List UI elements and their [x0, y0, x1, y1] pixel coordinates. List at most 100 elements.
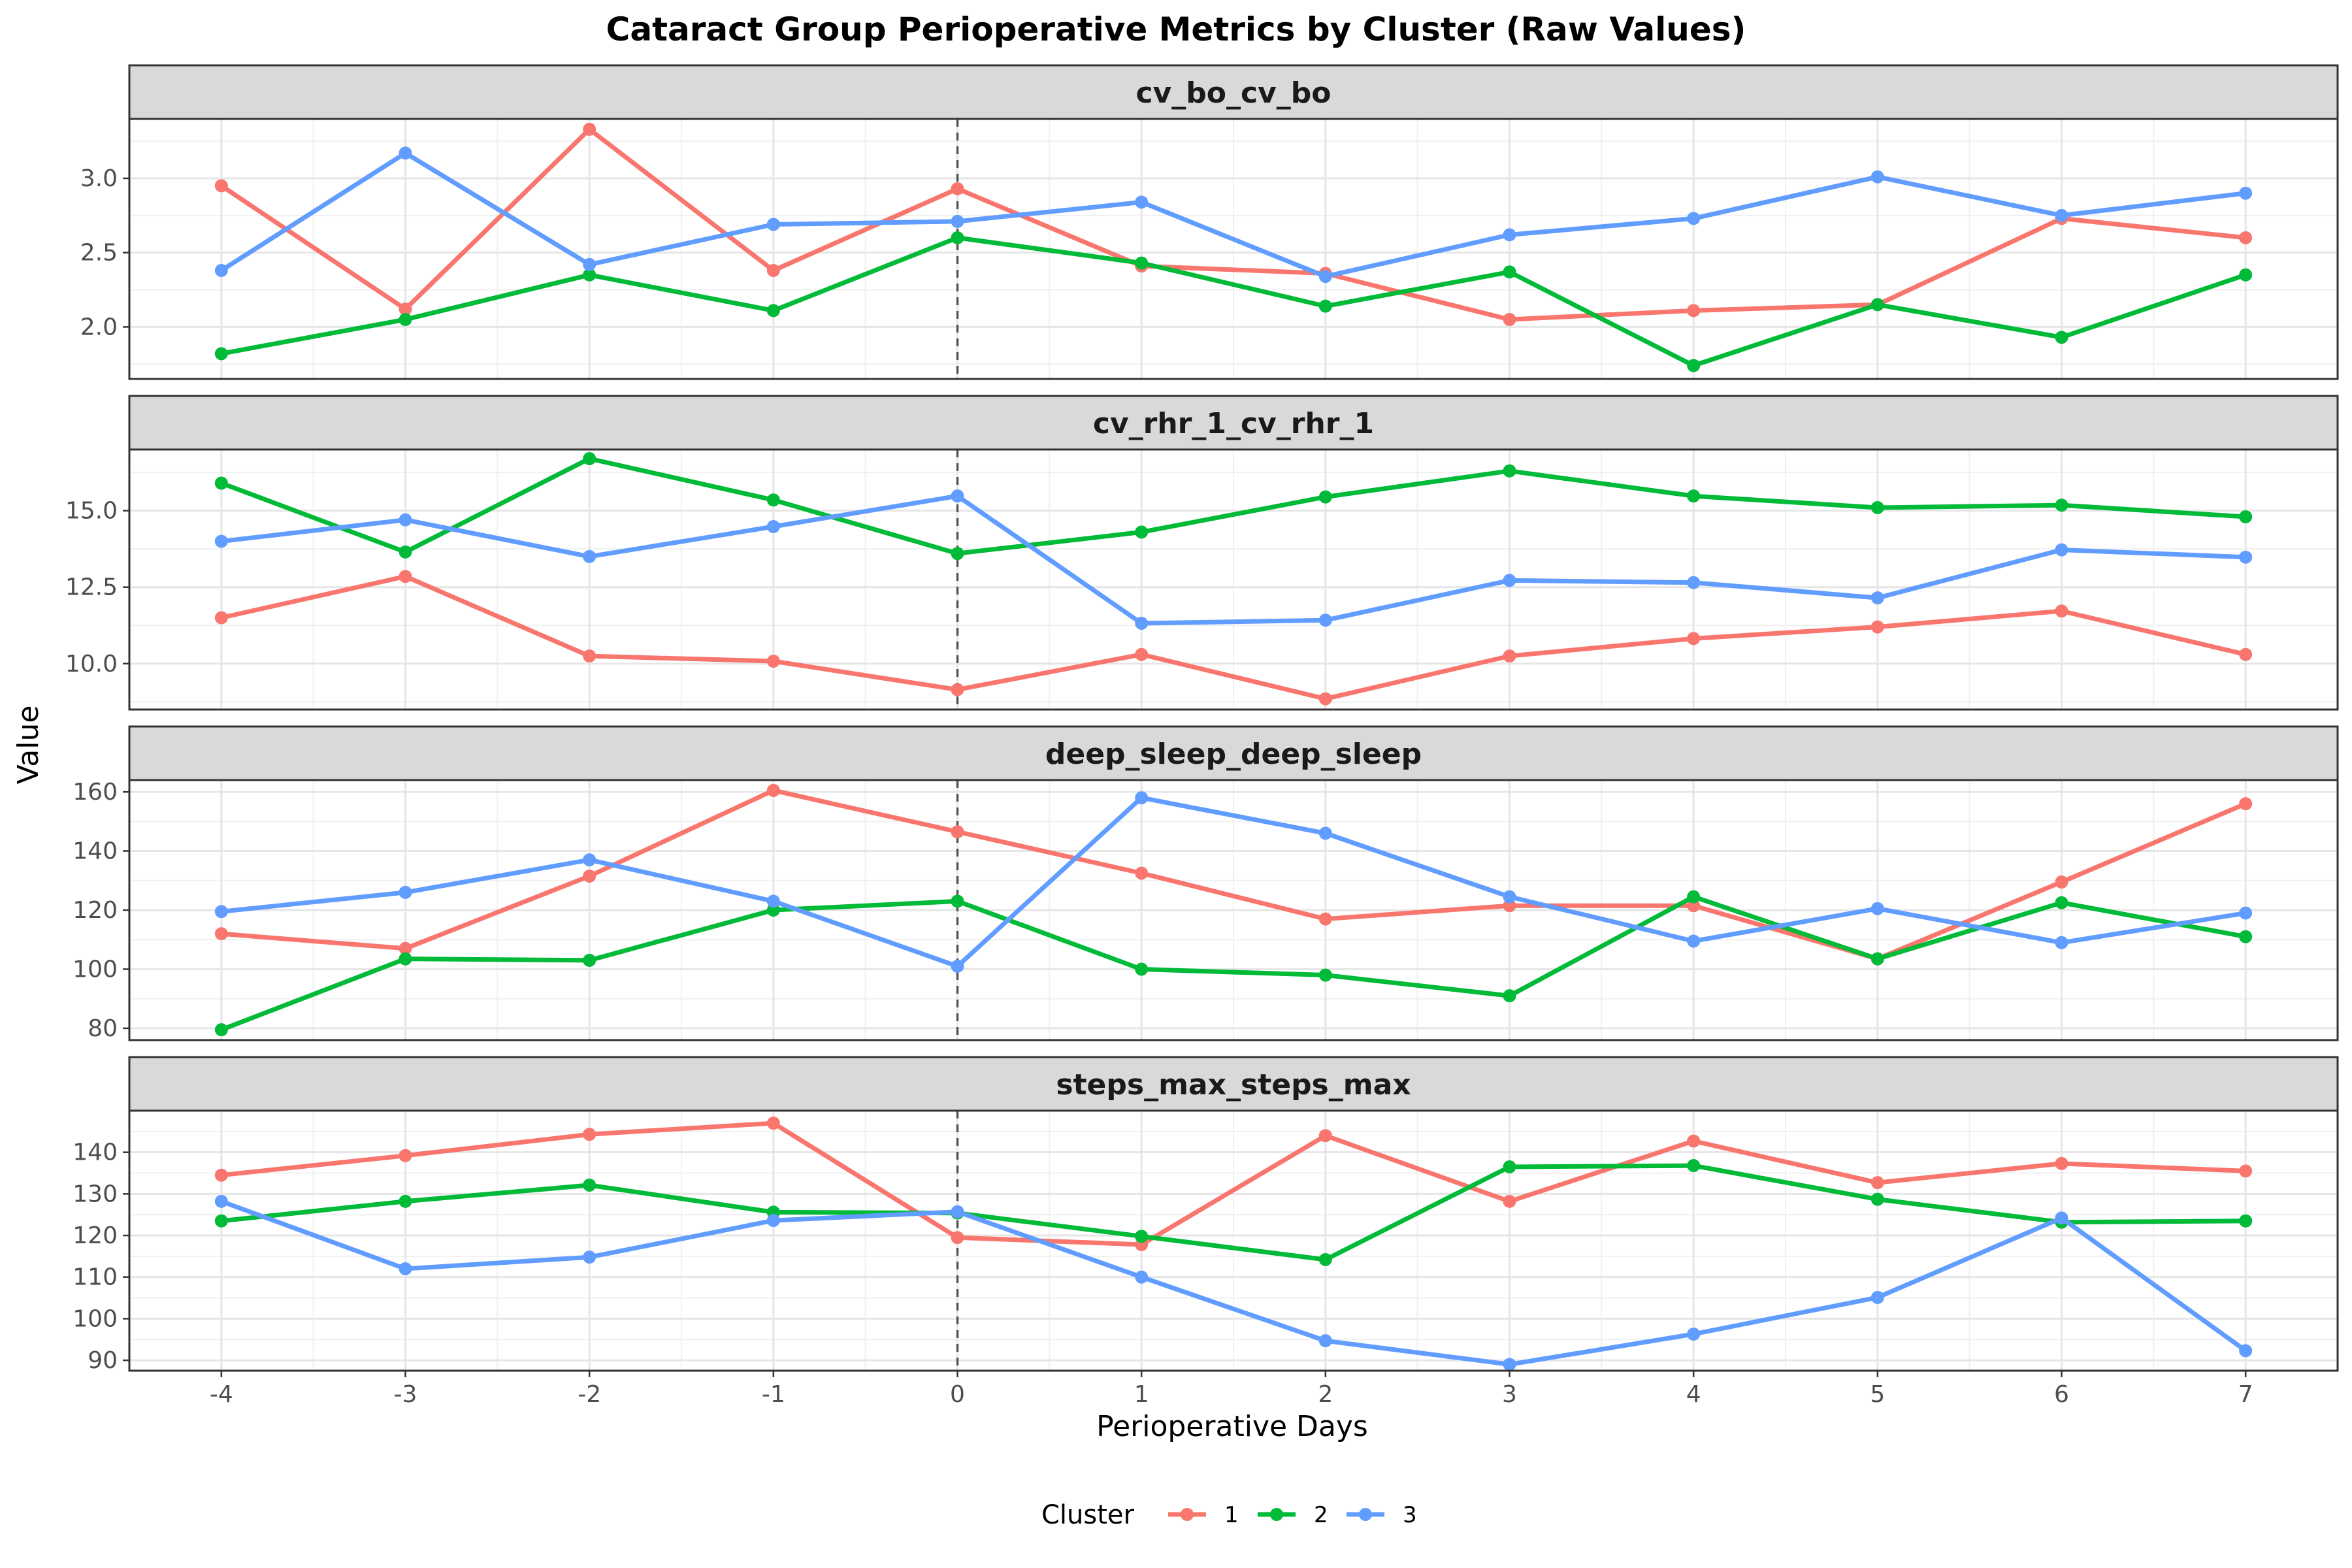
data-point	[766, 304, 780, 318]
data-point	[1870, 902, 1884, 915]
y-tick-label: 160	[73, 779, 118, 806]
data-point	[1870, 298, 1884, 312]
legend-label-cluster-1: 1	[1224, 1502, 1239, 1528]
facet-strip-label: deep_sleep_deep_sleep	[1045, 738, 1422, 771]
data-point	[2055, 543, 2068, 557]
data-point	[399, 1262, 412, 1275]
data-point	[951, 1205, 964, 1218]
data-point	[2239, 510, 2253, 524]
facet-strip-label: steps_max_steps_max	[1056, 1068, 1411, 1102]
data-point	[951, 231, 964, 244]
data-point	[766, 218, 780, 231]
x-tick-label: 0	[950, 1381, 965, 1408]
data-point	[214, 611, 228, 625]
series-line-cluster-2	[219, 456, 2248, 556]
data-point	[1687, 304, 1701, 318]
data-point	[951, 1231, 964, 1245]
data-point	[1318, 1252, 1332, 1266]
series-line-cluster-3	[219, 150, 2248, 279]
data-point	[2239, 231, 2253, 244]
data-point	[1503, 890, 1516, 904]
x-tick-label: -3	[394, 1381, 417, 1408]
data-point	[2055, 604, 2068, 618]
data-point	[2055, 1156, 2068, 1170]
data-point	[1135, 1270, 1149, 1284]
legend: Cluster 1 2 3	[1041, 1500, 1417, 1530]
data-point	[766, 783, 780, 797]
legend-key-point	[1270, 1508, 1283, 1521]
legend-key-point	[1181, 1508, 1194, 1521]
data-point	[1318, 270, 1332, 284]
data-point	[214, 179, 228, 193]
data-point	[1687, 1327, 1701, 1341]
y-tick-label: 10.0	[65, 651, 118, 678]
data-point	[399, 146, 412, 160]
data-point	[583, 1178, 596, 1192]
data-point	[214, 1214, 228, 1228]
facet-panel: cv_rhr_1_cv_rhr_1 10.0 12.5 15.0	[65, 395, 2339, 711]
data-point	[1687, 632, 1701, 645]
data-point	[951, 214, 964, 228]
data-point	[214, 1194, 228, 1208]
data-point	[214, 347, 228, 361]
data-point	[1503, 574, 1516, 587]
data-point	[951, 825, 964, 839]
facet-panel: steps_max_steps_max 90 100 110 120 130 140	[73, 1056, 2339, 1374]
data-point	[1318, 1334, 1332, 1348]
data-point	[214, 927, 228, 941]
data-point	[1318, 490, 1332, 504]
y-tick-label: 140	[73, 838, 118, 865]
data-point	[1135, 791, 1149, 805]
data-point	[2239, 1344, 2253, 1358]
data-point	[1503, 1194, 1516, 1208]
data-point	[1870, 170, 1884, 184]
data-point	[399, 570, 412, 583]
panel-border	[128, 118, 2339, 380]
x-axis-title: Perioperative Days	[1096, 1410, 1368, 1443]
data-point	[399, 313, 412, 327]
series-line-cluster-3	[219, 795, 2248, 969]
facet-strip	[128, 395, 2339, 451]
data-point	[583, 869, 596, 883]
data-point	[1870, 620, 1884, 634]
data-point	[1503, 313, 1516, 327]
facet-panels: cv_bo_cv_bo 2.0 2.5 3.0 cv_rhr_1_cv_rhr_1 10.…	[65, 64, 2339, 1374]
y-tick-label: 100	[73, 1305, 118, 1332]
x-tick-label: 5	[1870, 1381, 1885, 1408]
series-line-cluster-3	[219, 493, 2248, 626]
data-point	[399, 1149, 412, 1162]
data-point	[951, 683, 964, 696]
facet-strip-label: cv_rhr_1_cv_rhr_1	[1093, 407, 1374, 440]
data-point	[1687, 359, 1701, 372]
data-point	[766, 655, 780, 668]
data-point	[2055, 1211, 2068, 1225]
facet-panel: cv_bo_cv_bo 2.0 2.5 3.0	[80, 64, 2339, 380]
data-point	[583, 268, 596, 282]
chart-title: Cataract Group Perioperative Metrics by …	[606, 10, 1746, 48]
data-point	[1135, 1230, 1149, 1243]
data-point	[1503, 989, 1516, 1003]
x-tick-label: 4	[1686, 1381, 1701, 1408]
data-point	[583, 953, 596, 967]
data-point	[1318, 1129, 1332, 1143]
data-point	[951, 489, 964, 503]
data-point	[1687, 934, 1701, 948]
y-tick-label: 130	[73, 1181, 118, 1207]
data-point	[1135, 256, 1149, 270]
data-point	[951, 547, 964, 561]
data-point	[399, 513, 412, 527]
data-point	[1318, 968, 1332, 982]
data-point	[766, 894, 780, 908]
legend-title: Cluster	[1041, 1500, 1135, 1530]
data-point	[1135, 616, 1149, 630]
series-line-cluster-1	[219, 127, 2248, 322]
series-line-cluster-2	[219, 235, 2248, 368]
data-point	[583, 1250, 596, 1264]
data-point	[1503, 649, 1516, 663]
data-point	[2055, 875, 2068, 889]
data-point	[1503, 1358, 1516, 1371]
data-point	[766, 519, 780, 533]
legend-label-cluster-2: 2	[1314, 1502, 1328, 1528]
x-tick-label: 1	[1134, 1381, 1149, 1408]
